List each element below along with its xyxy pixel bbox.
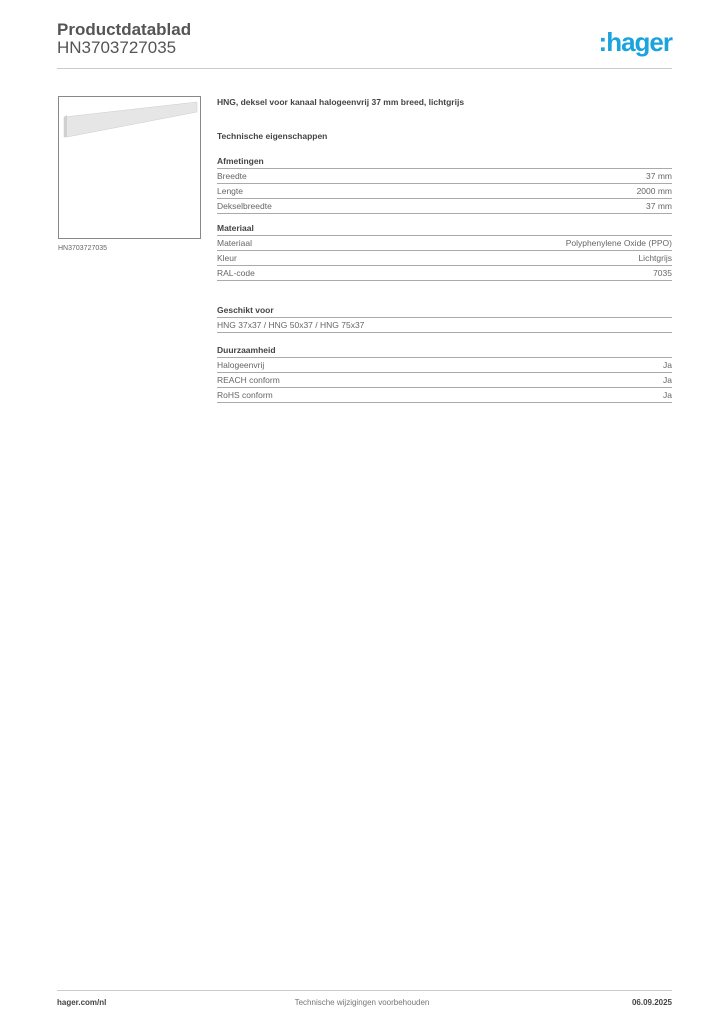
table-row: Kleur Lichtgrijs [217,251,672,266]
row-label: Lengte [217,186,243,196]
section-title: Duurzaamheid [217,345,672,358]
table-row: Halogeenvrij Ja [217,358,672,373]
footer-notice: Technische wijzigingen voorbehouden [294,998,430,1007]
row-value: Ja [663,375,672,385]
table-row: Dekselbreedte 37 mm [217,199,672,214]
product-code: HN3703727035 [57,38,177,57]
section-materiaal: Materiaal Materiaal Polyphenylene Oxide (… [217,223,672,281]
row-label: RAL-code [217,268,255,278]
row-value: 37 mm [646,171,672,181]
row-label: REACH conform [217,375,280,385]
table-row: Lengte 2000 mm [217,184,672,199]
product-description: HNG, deksel voor kanaal halogeenvrij 37 … [217,97,465,107]
row-label: Dekselbreedte [217,201,272,211]
table-row: HNG 37x37 / HNG 50x37 / HNG 75x37 [217,318,672,333]
row-label: RoHS conform [217,390,273,400]
page-title: Productdatablad [57,20,192,39]
tech-heading: Technische eigenschappen [217,131,328,141]
row-value: 7035 [653,268,672,278]
row-label: Kleur [217,253,237,263]
section-title: Materiaal [217,223,672,236]
row-value: Lichtgrijs [638,253,672,263]
footer-website-link[interactable]: hager.com/nl [57,998,107,1007]
section-title: Geschikt voor [217,305,672,318]
hager-logo: :hager [598,27,673,57]
table-row: Breedte 37 mm [217,169,672,184]
row-value: Ja [663,360,672,370]
header-divider [57,68,672,69]
row-value: 2000 mm [636,186,672,196]
row-label: Breedte [217,171,247,181]
product-image [58,96,201,239]
image-caption: HN3703727035 [58,245,108,252]
row-label: Materiaal [217,238,252,248]
table-row: REACH conform Ja [217,373,672,388]
footer-date: 06.09.2025 [631,998,672,1007]
section-afmetingen: Afmetingen Breedte 37 mm Lengte 2000 mm De… [217,156,672,214]
section-title: Afmetingen [217,156,672,169]
row-value: Polyphenylene Oxide (PPO) [565,238,672,248]
table-row: RAL-code 7035 [217,266,672,281]
row-label: HNG 37x37 / HNG 50x37 / HNG 75x37 [217,320,365,330]
row-label: Halogeenvrij [217,360,265,370]
section-geschikt-voor: Geschikt voor HNG 37x37 / HNG 50x37 / HN… [217,305,672,333]
table-row: RoHS conform Ja [217,388,672,403]
section-duurzaamheid: Duurzaamheid Halogeenvrij Ja REACH confor… [217,345,672,403]
table-row: Materiaal Polyphenylene Oxide (PPO) [217,236,672,251]
footer-divider [57,990,672,991]
row-value: 37 mm [646,201,672,211]
row-value: Ja [663,390,672,400]
